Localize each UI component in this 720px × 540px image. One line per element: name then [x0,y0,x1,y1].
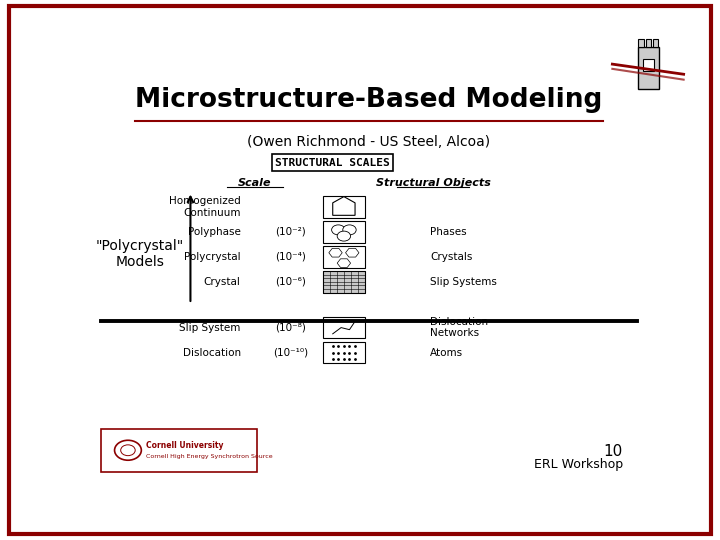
Polygon shape [329,248,342,257]
Polygon shape [337,259,351,267]
Text: Microstructure-Based Modeling: Microstructure-Based Modeling [135,87,603,113]
Text: Cornell University: Cornell University [145,441,223,450]
FancyBboxPatch shape [653,39,658,47]
Text: Dislocation
Networks: Dislocation Networks [431,317,488,339]
FancyBboxPatch shape [323,246,365,268]
Text: Polycrystal: Polycrystal [184,252,240,262]
Text: (Owen Richmond - US Steel, Alcoa): (Owen Richmond - US Steel, Alcoa) [248,134,490,149]
FancyBboxPatch shape [639,39,644,47]
Polygon shape [346,248,359,257]
FancyBboxPatch shape [323,196,365,218]
Text: Polyphase: Polyphase [188,227,240,237]
FancyBboxPatch shape [323,271,365,293]
FancyBboxPatch shape [323,317,365,339]
Text: (10⁻⁶): (10⁻⁶) [276,277,306,287]
Text: Crystal: Crystal [204,277,240,287]
Text: Structural Objects: Structural Objects [376,178,490,188]
FancyBboxPatch shape [323,342,365,363]
FancyBboxPatch shape [323,221,365,243]
Circle shape [337,231,351,241]
Circle shape [332,225,345,235]
FancyBboxPatch shape [639,47,659,89]
Text: Dislocation: Dislocation [183,348,240,357]
Text: Cornell High Energy Synchrotron Source: Cornell High Energy Synchrotron Source [145,454,272,459]
Text: Atoms: Atoms [431,348,464,357]
Text: (10⁻¹⁰): (10⁻¹⁰) [274,348,308,357]
Text: ERL Workshop: ERL Workshop [534,458,623,471]
Text: 10: 10 [603,444,623,459]
Text: Phases: Phases [431,227,467,237]
Text: (10⁻²): (10⁻²) [276,227,306,237]
FancyBboxPatch shape [643,59,654,71]
Text: Slip System: Slip System [179,322,240,333]
Text: (10⁻⁸): (10⁻⁸) [276,322,306,333]
Text: "Polycrystal"
Models: "Polycrystal" Models [96,239,184,269]
Circle shape [343,225,356,235]
Polygon shape [333,197,355,215]
Text: (10⁻⁴): (10⁻⁴) [276,252,306,262]
FancyBboxPatch shape [646,39,651,47]
Text: Slip Systems: Slip Systems [431,277,498,287]
Text: Homogenized
Continuum: Homogenized Continuum [169,196,240,218]
Text: Scale: Scale [238,178,271,188]
Text: Crystals: Crystals [431,252,473,262]
FancyBboxPatch shape [101,429,258,472]
Text: STRUCTURAL SCALES: STRUCTURAL SCALES [275,158,390,167]
